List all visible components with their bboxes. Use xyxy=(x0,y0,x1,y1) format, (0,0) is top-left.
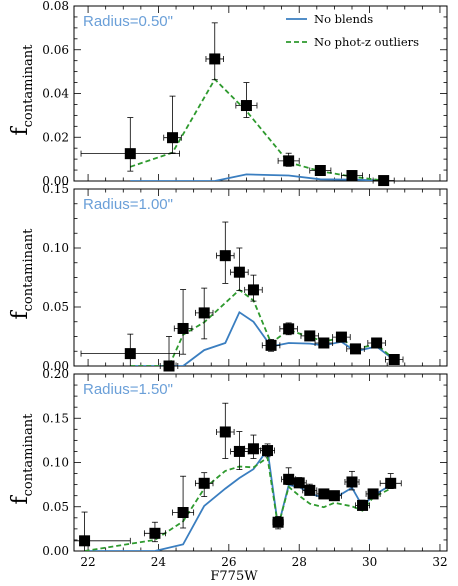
panel-1: 0.00 0.02 0.04 0.06 0.08 fcontaminant Radius=0… xyxy=(8,0,448,188)
y-tick-label: 0.02 xyxy=(42,130,69,144)
y-tick-label: 0.06 xyxy=(42,43,69,57)
y-axis-label-sub: contaminant xyxy=(21,228,36,311)
y-axis-label: fcontaminant xyxy=(8,228,36,320)
data-point xyxy=(209,53,221,65)
y-tick-label: 0.00 xyxy=(42,174,69,188)
data-point xyxy=(318,337,330,349)
data-point xyxy=(388,354,400,366)
data-point xyxy=(167,132,179,144)
data-point xyxy=(371,337,383,349)
data-point xyxy=(367,488,379,500)
data-point xyxy=(149,527,161,539)
data-point xyxy=(247,443,259,455)
data-point xyxy=(350,343,362,355)
x-tick-label: 32 xyxy=(432,555,447,569)
y-axis-label: fcontaminant xyxy=(8,413,36,505)
x-tick-label: 22 xyxy=(80,555,95,569)
data-point xyxy=(328,490,340,502)
data-point xyxy=(318,488,330,500)
y-tick-label: 0.00 xyxy=(42,544,69,558)
data-point xyxy=(283,323,295,335)
data-point xyxy=(124,148,136,160)
data-point xyxy=(357,499,369,511)
y-axis-label: fcontaminant xyxy=(8,44,36,136)
y-axis-label-sub: contaminant xyxy=(21,413,36,496)
x-tick-label: 24 xyxy=(151,555,167,569)
panel-3: 22 24 26 28 30 32 0.00 0.05 0.10 0.15 0.20 fcontami… xyxy=(8,367,448,569)
y-tick-label: 0.05 xyxy=(42,500,69,514)
y-tick-label: 0.20 xyxy=(42,367,69,381)
data-point xyxy=(335,331,347,343)
data-point xyxy=(79,535,91,547)
data-point xyxy=(177,507,189,519)
panel-2: 0.00 0.05 0.10 0.15 fcontaminant Radius=1.00" xyxy=(8,182,448,373)
series-no-photz-line xyxy=(84,456,392,551)
data-point xyxy=(265,339,277,351)
series-no-blends-line xyxy=(84,447,392,551)
series-no-photz-line xyxy=(130,288,395,366)
x-axis-label: F775W xyxy=(210,569,258,584)
x-tick-label: 30 xyxy=(362,555,377,569)
data-point xyxy=(283,473,295,485)
data-point xyxy=(283,155,295,167)
y-tick-label: 0.15 xyxy=(42,411,69,425)
y-tick-label: 0.00 xyxy=(42,359,69,373)
data-point xyxy=(177,322,189,334)
panel-label: Radius=1.50" xyxy=(83,381,173,398)
y-tick-label: 0.04 xyxy=(42,87,69,101)
y-tick-label: 0.08 xyxy=(42,0,69,13)
panel-label: Radius=0.50" xyxy=(83,13,173,30)
data-point xyxy=(219,250,231,262)
data-point xyxy=(233,266,245,278)
series-no-photz-line xyxy=(130,77,384,181)
data-point xyxy=(124,348,136,360)
y-axis-label-sub: contaminant xyxy=(21,44,36,127)
y-tick-label: 0.10 xyxy=(42,456,69,470)
data-point xyxy=(163,360,175,372)
y-tick-label: 0.15 xyxy=(42,182,69,196)
data-point xyxy=(293,477,305,489)
legend-label: No blends xyxy=(314,12,373,26)
legend-label: No phot-z outliers xyxy=(314,35,419,49)
x-tick-label: 28 xyxy=(292,555,307,569)
panel-label: Radius=1.00" xyxy=(83,196,173,213)
y-axis-label-main: f xyxy=(8,495,33,505)
data-point xyxy=(378,175,390,187)
data-point xyxy=(304,330,316,342)
data-point xyxy=(247,284,259,296)
data-point xyxy=(262,445,274,457)
y-tick-label: 0.10 xyxy=(42,241,69,255)
data-point xyxy=(346,476,358,488)
y-axis-label-main: f xyxy=(8,310,33,320)
data-point xyxy=(233,445,245,457)
data-point xyxy=(198,307,210,319)
data-point xyxy=(240,100,252,112)
data-point xyxy=(314,165,326,176)
data-point xyxy=(219,426,231,438)
data-point xyxy=(346,170,358,182)
data-point xyxy=(198,477,210,489)
y-tick-label: 0.05 xyxy=(42,300,69,314)
data-point xyxy=(272,516,284,528)
data-point xyxy=(304,484,316,496)
x-tick-label: 26 xyxy=(221,555,236,569)
y-axis-label-main: f xyxy=(8,126,33,136)
data-point xyxy=(385,477,397,489)
